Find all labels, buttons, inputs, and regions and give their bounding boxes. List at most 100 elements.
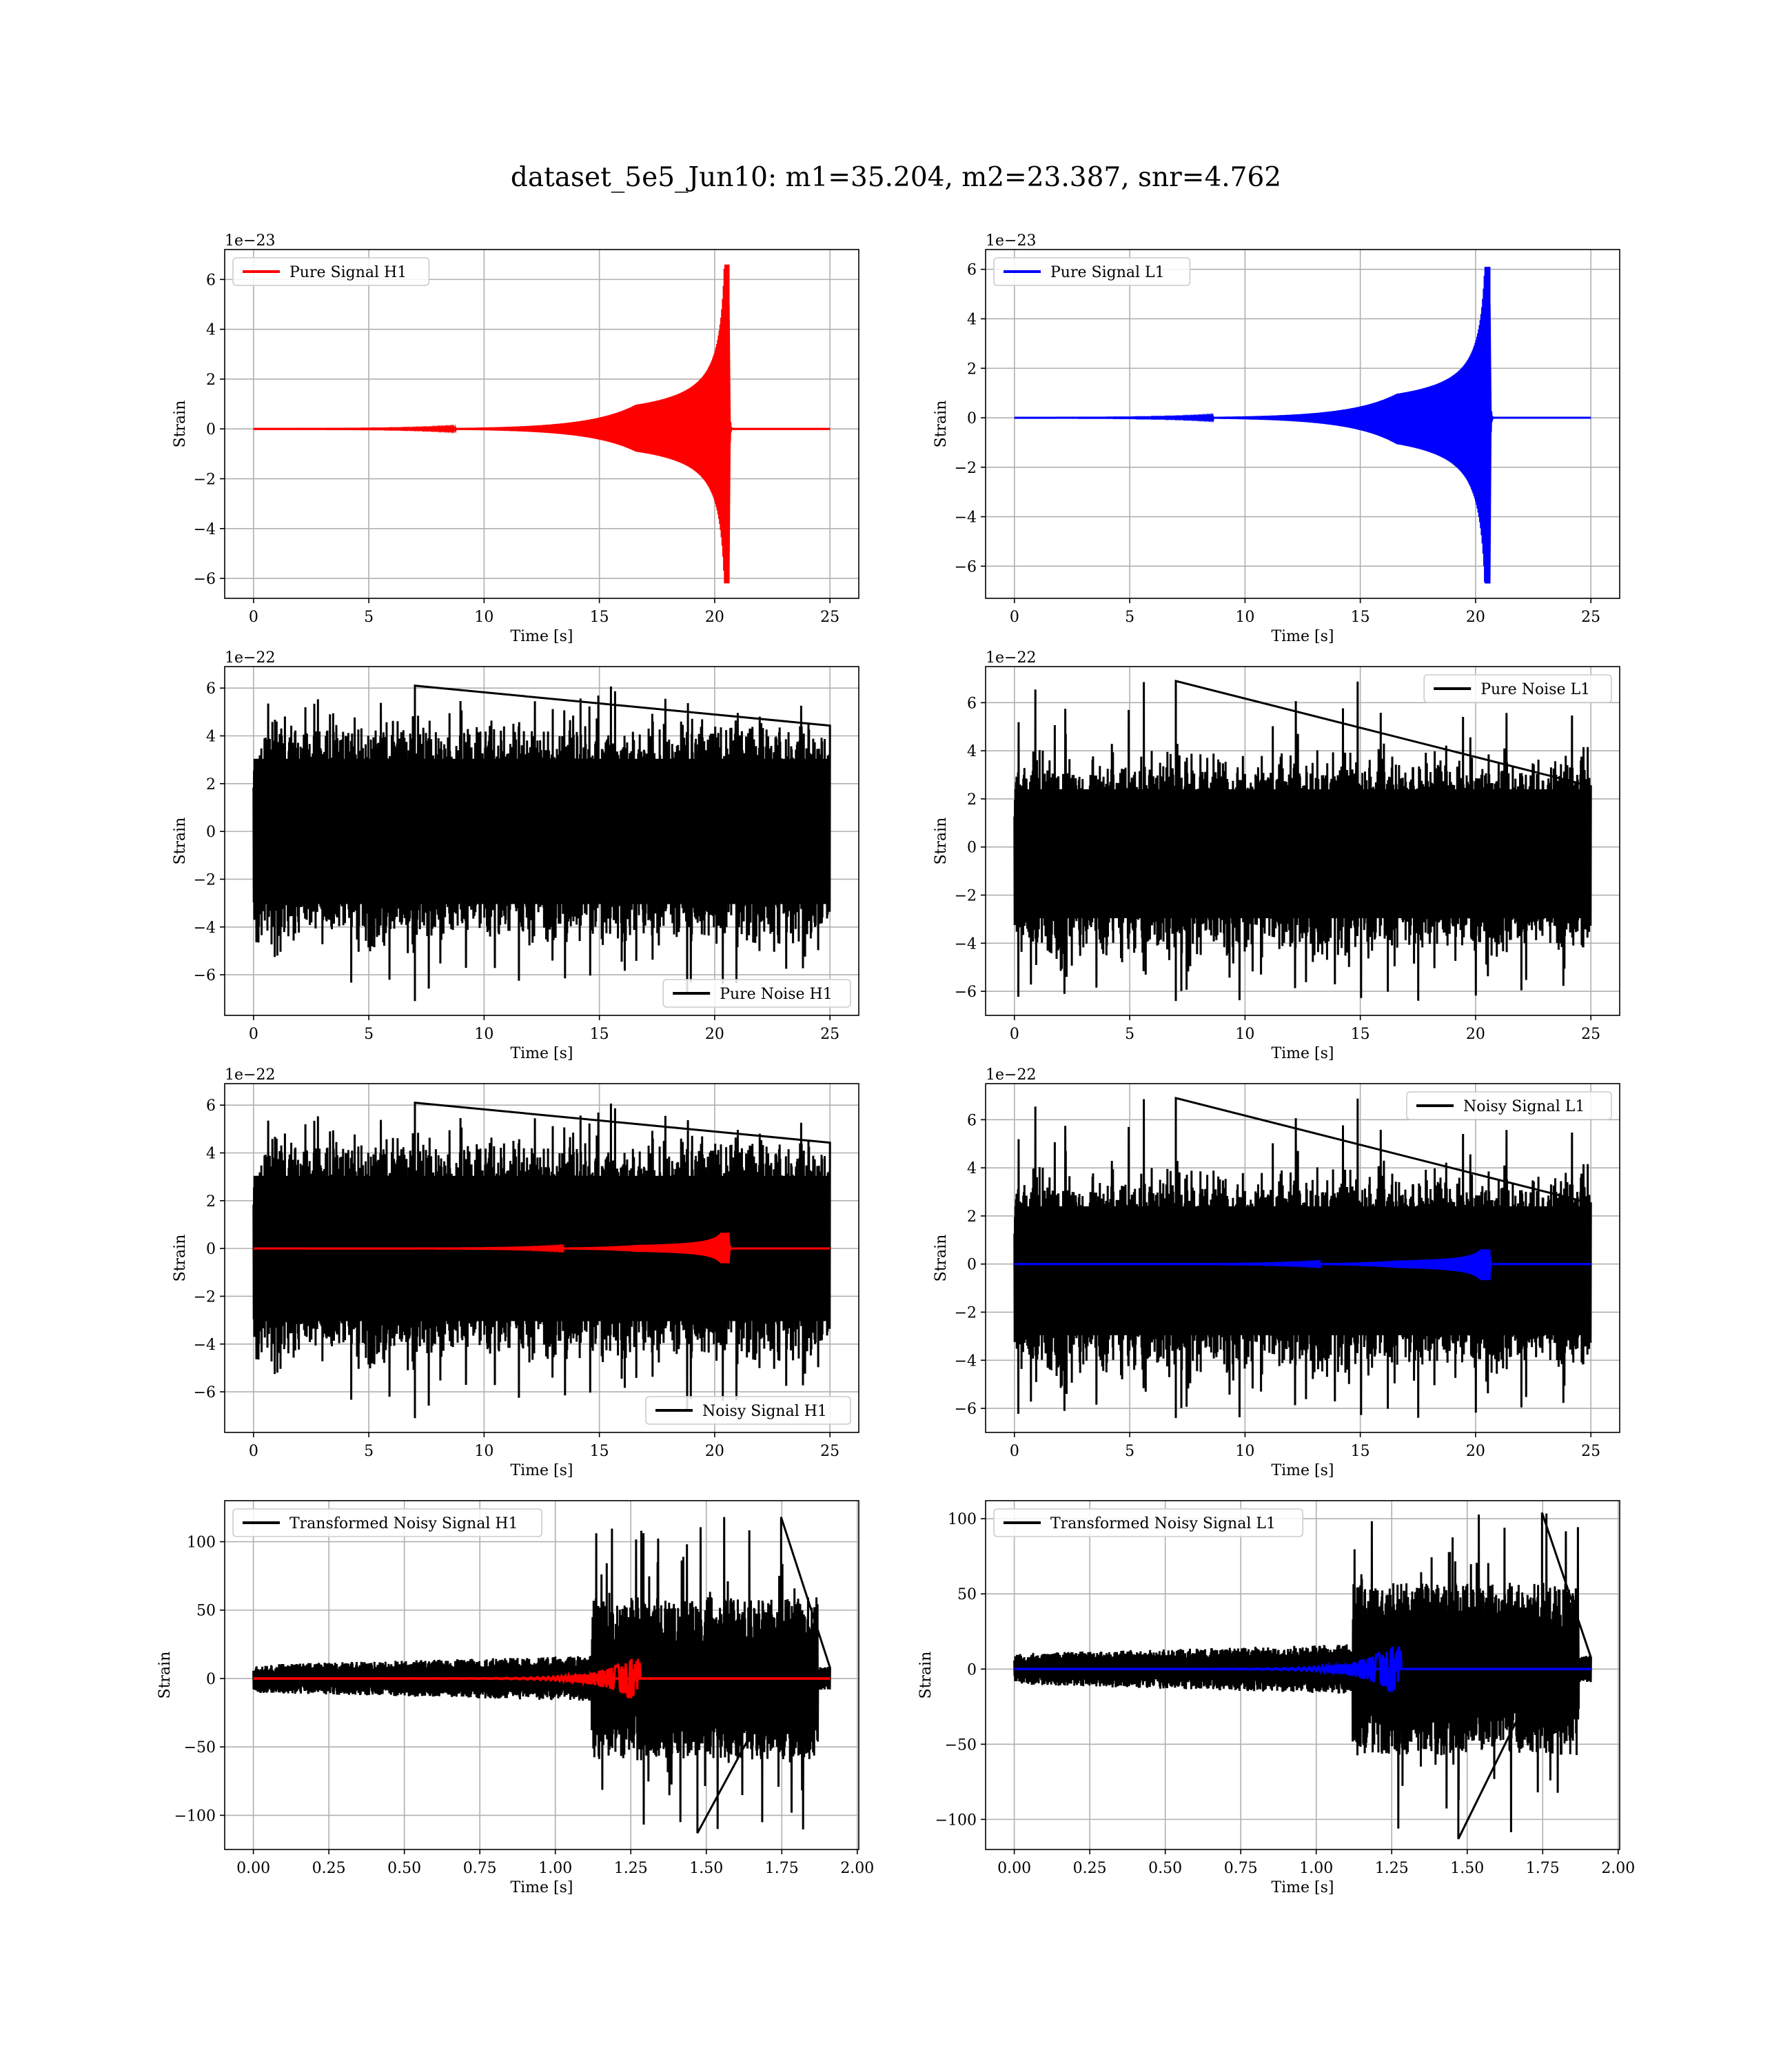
noisy-signal-h1-series-1-line bbox=[253, 1233, 831, 1264]
x-tick-label: 0.25 bbox=[312, 1860, 346, 1877]
x-axis-label: Time [s] bbox=[1271, 1462, 1334, 1479]
pure-noise-l1-series-0-line bbox=[1013, 679, 1592, 1002]
y-tick-label: 4 bbox=[967, 311, 977, 328]
x-tick-label: 0.75 bbox=[1224, 1860, 1258, 1877]
legend: Transformed Noisy Signal L1 bbox=[993, 1508, 1304, 1537]
transformed-noisy-signal-l1-series-1-line bbox=[1014, 1646, 1591, 1692]
transformed-noisy-signal-h1-panel: 0.00 0.25 0.50 0.75 1.00 1.25 1.50 1.75 2.00 −100… bbox=[156, 1500, 874, 1896]
legend-label: Transformed Noisy Signal L1 bbox=[1050, 1515, 1276, 1532]
x-tick-label: 20 bbox=[1466, 1443, 1485, 1460]
figure-title: dataset_5e5_Jun10: m1=35.204, m2=23.387,… bbox=[511, 162, 1281, 193]
x-tick-label: 10 bbox=[1235, 1026, 1254, 1043]
y-tick-label: 50 bbox=[196, 1603, 216, 1620]
x-axis-label: Time [s] bbox=[510, 1879, 573, 1896]
pure-noise-l1-panel: 0 5 10 15 20 25 −6 −4 −2 0 2 4 6 Time [s] Strain 1e−22 P… bbox=[933, 649, 1620, 1062]
y-tick-label: 2 bbox=[206, 776, 216, 793]
y-axis-label: Strain bbox=[172, 401, 189, 448]
x-tick-label: 20 bbox=[1466, 1026, 1485, 1043]
legend-box bbox=[645, 1396, 851, 1425]
y-tick-label: −50 bbox=[184, 1739, 216, 1756]
y-tick-label: 0 bbox=[206, 1671, 216, 1688]
y-tick-label: 0 bbox=[967, 1257, 977, 1274]
legend-label: Pure Signal H1 bbox=[289, 264, 407, 281]
pure-signal-l1-panel: 0 5 10 15 20 25 −6 −4 −2 0 2 4 6 Time [s] Strain 1e−23 P… bbox=[933, 232, 1620, 645]
y-axis-label: Strain bbox=[933, 1235, 950, 1282]
axis-offset-text: 1e−23 bbox=[225, 232, 275, 250]
pure-noise-h1-series-0-line bbox=[252, 685, 831, 1002]
legend-label: Noisy Signal H1 bbox=[702, 1403, 827, 1420]
x-tick-label: 10 bbox=[474, 609, 493, 626]
legend-box bbox=[232, 1508, 543, 1537]
y-tick-label: 100 bbox=[948, 1511, 977, 1528]
legend: Pure Noise H1 bbox=[662, 979, 851, 1008]
x-tick-label: 15 bbox=[590, 1443, 609, 1460]
x-tick-label: 1.50 bbox=[1450, 1860, 1484, 1877]
y-tick-label: 50 bbox=[957, 1586, 977, 1603]
x-tick-label: 20 bbox=[1466, 609, 1485, 626]
x-tick-label: 25 bbox=[820, 609, 839, 626]
x-tick-label: 0.00 bbox=[997, 1860, 1031, 1877]
x-tick-label: 10 bbox=[474, 1443, 493, 1460]
y-tick-label: −4 bbox=[194, 521, 216, 538]
legend-box bbox=[232, 257, 430, 286]
y-tick-label: −6 bbox=[194, 1384, 216, 1401]
plot-area bbox=[1013, 1512, 1592, 1840]
y-tick-label: −6 bbox=[194, 571, 216, 588]
y-tick-label: −4 bbox=[955, 509, 977, 527]
axes-frame bbox=[985, 1083, 1620, 1433]
x-tick-label: 25 bbox=[1581, 1443, 1600, 1460]
y-tick-label: 2 bbox=[206, 1193, 216, 1210]
x-tick-label: 0.50 bbox=[1148, 1860, 1182, 1877]
y-tick-label: −2 bbox=[194, 472, 216, 489]
axes-frame bbox=[985, 1500, 1620, 1850]
y-tick-label: 0 bbox=[206, 421, 216, 438]
x-tick-label: 0.75 bbox=[463, 1860, 497, 1877]
axes-frame bbox=[224, 666, 859, 1016]
axis-offset-text: 1e−22 bbox=[986, 1066, 1036, 1084]
x-tick-label: 10 bbox=[474, 1026, 493, 1043]
x-tick-label: 1.75 bbox=[1526, 1860, 1560, 1877]
x-tick-label: 0 bbox=[1010, 1026, 1019, 1043]
legend: Transformed Noisy Signal H1 bbox=[232, 1508, 543, 1537]
y-tick-label: 2 bbox=[206, 372, 216, 389]
x-tick-label: 20 bbox=[705, 1443, 724, 1460]
legend: Pure Noise L1 bbox=[1423, 674, 1612, 703]
x-tick-label: 0.25 bbox=[1073, 1860, 1107, 1877]
legend: Pure Signal H1 bbox=[232, 257, 430, 286]
axis-offset-text: 1e−22 bbox=[225, 1066, 275, 1084]
y-tick-label: −2 bbox=[955, 888, 977, 905]
x-axis-label: Time [s] bbox=[1271, 1879, 1334, 1896]
x-tick-label: 1.25 bbox=[1375, 1860, 1409, 1877]
y-tick-label: 6 bbox=[967, 695, 977, 712]
y-tick-label: −6 bbox=[955, 558, 977, 576]
plot-area bbox=[252, 1102, 831, 1419]
y-tick-label: 4 bbox=[206, 1146, 216, 1163]
y-tick-label: −100 bbox=[174, 1807, 216, 1825]
noisy-signal-l1-panel: 0 5 10 15 20 25 −6 −4 −2 0 2 4 6 Time [s] Strain 1e−22 N… bbox=[933, 1066, 1620, 1479]
y-tick-label: −6 bbox=[955, 984, 977, 1001]
x-tick-label: 0 bbox=[249, 1443, 258, 1460]
x-tick-label: 1.75 bbox=[765, 1860, 799, 1877]
legend-label: Transformed Noisy Signal H1 bbox=[289, 1515, 518, 1532]
axis-offset-text: 1e−23 bbox=[986, 232, 1036, 250]
y-tick-label: −4 bbox=[955, 1352, 977, 1370]
x-tick-label: 5 bbox=[1125, 1443, 1134, 1460]
y-tick-label: 2 bbox=[967, 791, 977, 809]
axes-frame bbox=[985, 666, 1620, 1016]
x-tick-label: 20 bbox=[705, 1026, 724, 1043]
transformed-noisy-signal-l1-panel: 0.00 0.25 0.50 0.75 1.00 1.25 1.50 1.75 2.00 −100… bbox=[917, 1500, 1635, 1896]
x-tick-label: 15 bbox=[1351, 1026, 1370, 1043]
pure-noise-h1-panel: 0 5 10 15 20 25 −6 −4 −2 0 2 4 6 Time [s] Strain 1e−22 P… bbox=[172, 649, 859, 1062]
y-tick-label: −2 bbox=[194, 1288, 216, 1306]
legend-box bbox=[993, 257, 1191, 286]
x-tick-label: 0.50 bbox=[387, 1860, 421, 1877]
x-axis-label: Time [s] bbox=[1271, 1045, 1334, 1062]
plot-area bbox=[252, 1517, 831, 1834]
y-axis-label: Strain bbox=[172, 818, 189, 865]
x-tick-label: 25 bbox=[820, 1026, 839, 1043]
transformed-noisy-signal-h1-series-0-line bbox=[252, 1517, 831, 1834]
y-tick-label: 4 bbox=[206, 729, 216, 746]
